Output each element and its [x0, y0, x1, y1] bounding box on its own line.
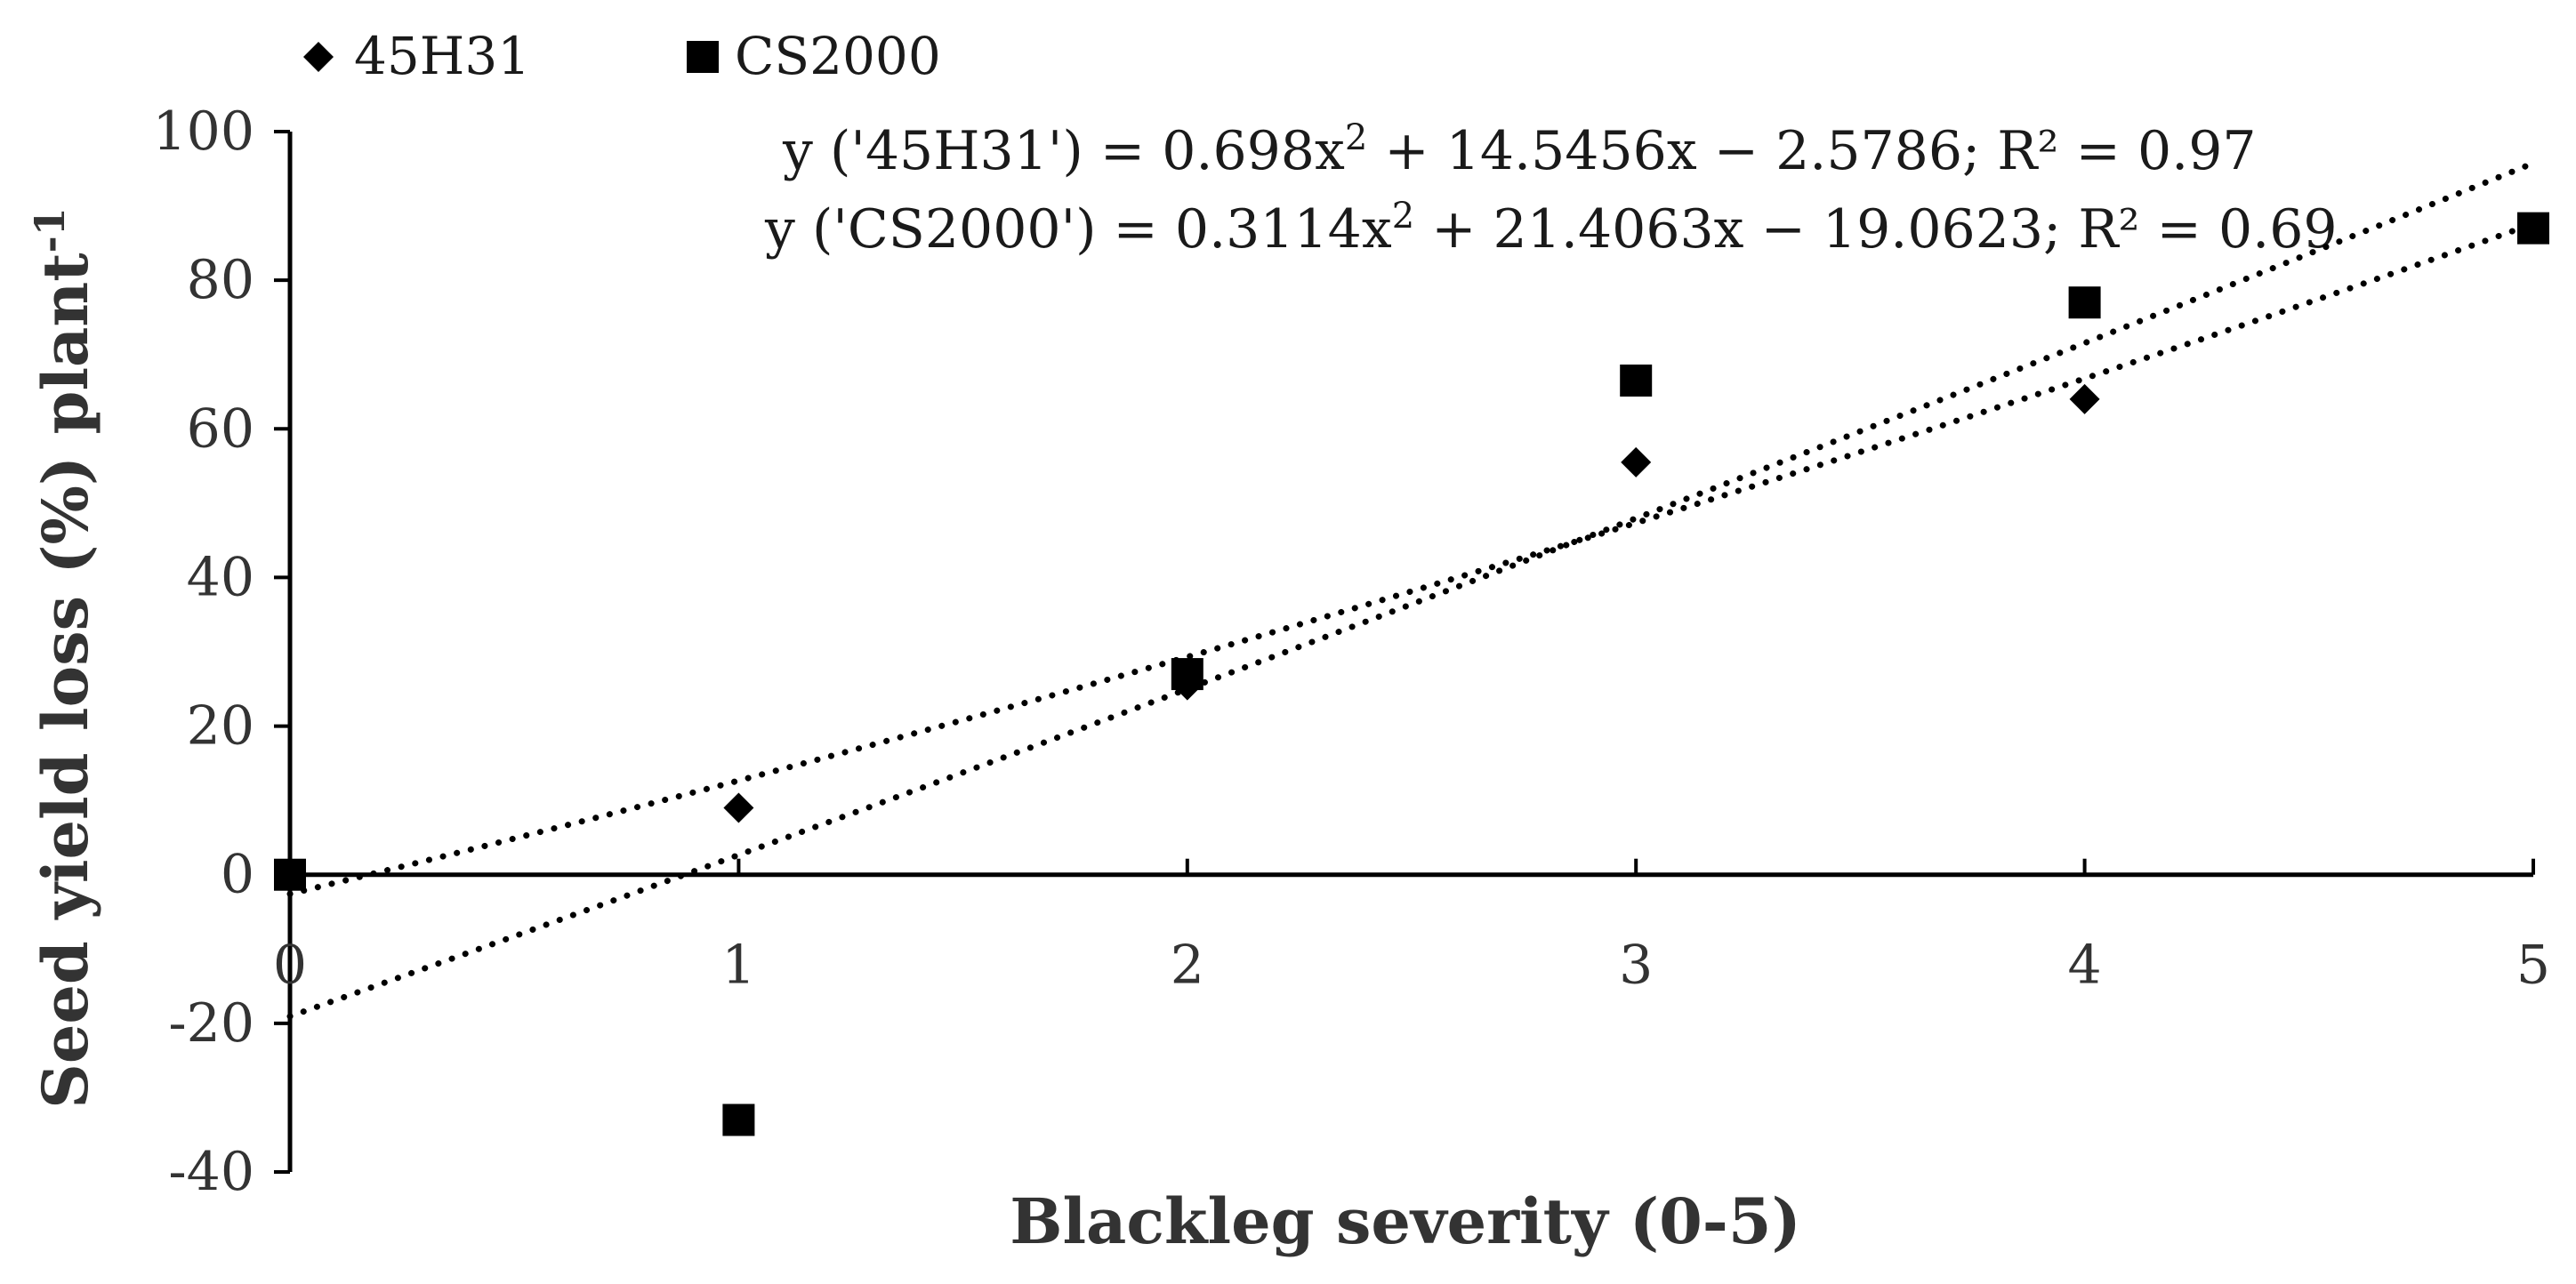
y-tick-label: -20 [168, 992, 254, 1055]
data-point-cs2000 [2068, 286, 2101, 319]
x-axis-title: Blackleg severity (0-5) [1010, 1184, 1800, 1258]
legend-label-45h31: 45H31 [354, 26, 530, 86]
y-tick-label: 20 [187, 695, 254, 758]
equation-cs2000: y ('CS2000') = 0.3114x2 + 21.4063x − 19.… [764, 196, 2338, 261]
x-tick-label: 4 [2068, 935, 2102, 997]
equation-45h31: y ('45H31') = 0.698x2 + 14.5456x − 2.578… [782, 117, 2257, 182]
x-tick-label: 1 [721, 935, 755, 997]
x-tick-label: 0 [273, 935, 307, 997]
data-point-45h31 [2069, 383, 2100, 414]
legend-marker-45h31 [303, 42, 334, 72]
legend-square-icon [687, 41, 719, 73]
data-point-cs2000 [1620, 364, 1653, 397]
legend-label-cs2000: CS2000 [735, 26, 941, 86]
axes: 100 80 60 40 20 0 -20 -40 0 1 2 3 4 5 [152, 100, 2550, 1203]
x-tick-label: 2 [1171, 935, 1204, 997]
data-point-cs2000 [1171, 658, 1203, 691]
trendline-45h31 [286, 221, 2537, 897]
data-point-45h31 [1621, 446, 1652, 477]
x-tick-label: 3 [1619, 935, 1653, 997]
y-axis-title: Seed yield loss (%) plant-1 [26, 207, 102, 1108]
x-tick-label: 5 [2516, 935, 2550, 997]
y-tick-label: 100 [152, 100, 254, 163]
y-tick-label: 80 [187, 249, 254, 311]
legend-diamond-icon [303, 42, 334, 72]
trendlines [286, 160, 2537, 1020]
data-point-cs2000 [274, 858, 306, 891]
y-tick-label: 60 [187, 397, 254, 460]
y-tick-label: 40 [187, 546, 254, 608]
data-point-45h31 [723, 792, 754, 823]
legend: 45H31 CS2000 [303, 26, 941, 86]
y-tick-label: -40 [168, 1141, 254, 1203]
legend-marker-cs2000 [687, 41, 719, 73]
data-point-cs2000 [2517, 212, 2549, 245]
data-point-cs2000 [722, 1103, 755, 1136]
trendline-equations: y ('45H31') = 0.698x2 + 14.5456x − 2.578… [764, 117, 2338, 261]
data-markers [274, 212, 2549, 1136]
y-tick-label: 0 [221, 844, 254, 906]
